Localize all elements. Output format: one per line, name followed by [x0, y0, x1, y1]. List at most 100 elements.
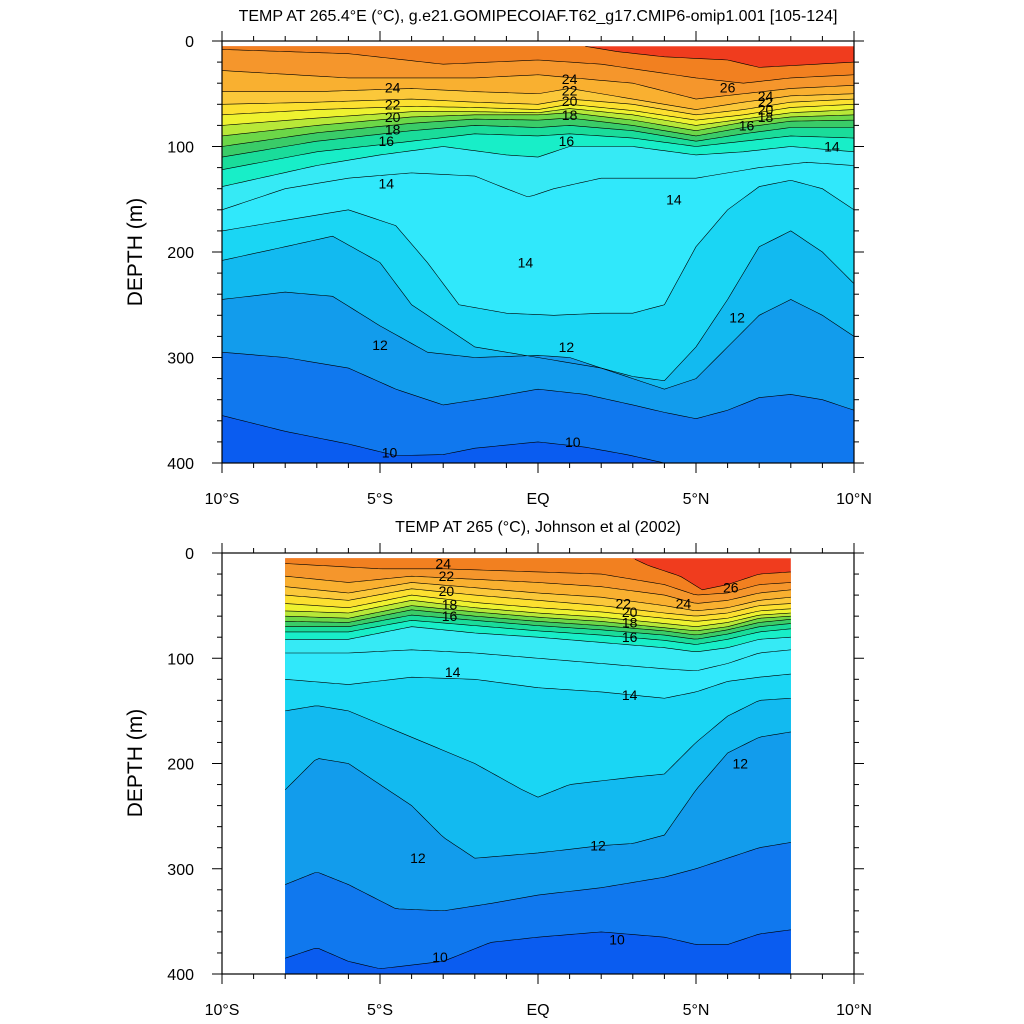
contour-line-16: [222, 146, 854, 187]
contour-label: 24: [758, 88, 774, 104]
contour-line-15: [285, 649, 791, 672]
contour-line-24: [222, 88, 854, 110]
contour-line-21: [285, 600, 791, 627]
contour-label: 26: [720, 79, 736, 95]
contour-label: 16: [622, 629, 638, 645]
x-tick-label: 5°S: [367, 491, 393, 508]
contour-line-14: [285, 673, 791, 699]
contour-label: 24: [385, 79, 401, 95]
contour-label: 12: [410, 850, 426, 866]
contour-label: 22: [562, 83, 578, 99]
contour-line-16: [285, 626, 791, 652]
contour-label: 10: [565, 434, 581, 450]
contour-line-27: [585, 45, 854, 68]
y-tick-label: 200: [167, 757, 194, 774]
temperature-band-11: [222, 352, 854, 463]
x-tick-label: 10°N: [836, 491, 872, 508]
y-tick-label: 0: [185, 34, 194, 51]
contour-line-19: [285, 609, 791, 636]
contour-label: 18: [622, 614, 638, 630]
contour-label: 14: [666, 191, 682, 207]
contour-label: 14: [379, 175, 395, 191]
contour-line-13: [222, 230, 854, 382]
y-tick-label: 400: [167, 456, 194, 473]
contour-line-26: [285, 563, 791, 596]
contour-line-19: [222, 117, 854, 147]
contour-line-23: [222, 98, 854, 116]
contour-label: 16: [442, 608, 458, 624]
contour-line-18: [285, 614, 791, 640]
panel-observation: TEMP AT 265 (°C), Johnson et al (2002) D…: [124, 519, 872, 1019]
contour-label: 20: [562, 93, 578, 109]
contour-label: 16: [739, 117, 755, 133]
contour-line-22: [285, 594, 791, 622]
contour-label: 22: [439, 568, 455, 584]
contour-line-21: [222, 108, 854, 126]
y-axis-label: DEPTH (m): [124, 709, 147, 818]
contour-line-13: [285, 697, 791, 798]
contour-label: 20: [758, 102, 774, 118]
contour-label: 24: [676, 596, 692, 612]
contour-label: 10: [609, 931, 625, 947]
contour-label: 24: [435, 556, 451, 572]
contour-line-10: [285, 929, 791, 969]
panel-model: TEMP AT 265.4°E (°C), g.e21.GOMIPECOIAF.…: [124, 8, 872, 508]
x-tick-label: 5°N: [683, 491, 710, 508]
contour-label: 10: [382, 444, 398, 460]
panel-title: TEMP AT 265 (°C), Johnson et al (2002): [395, 519, 681, 536]
contour-label: 18: [562, 107, 578, 123]
contour-label: 12: [590, 838, 606, 854]
y-tick-label: 0: [185, 546, 194, 563]
y-tick-label: 300: [167, 351, 194, 368]
contour-line-25: [222, 70, 854, 100]
x-tick-label: 10°N: [836, 1002, 872, 1019]
contour-label: 20: [439, 583, 455, 599]
contour-label: 18: [442, 597, 458, 613]
contour-label: 22: [758, 94, 774, 110]
contour-line-12: [284, 731, 791, 859]
x-tick-label: 5°S: [367, 1002, 393, 1019]
contour-label: 12: [372, 337, 388, 353]
contour-label: 24: [562, 71, 578, 87]
contour-label: 18: [758, 109, 774, 125]
contour-line-17: [285, 620, 791, 645]
contour-label: 22: [616, 596, 632, 612]
contour-label: 18: [385, 122, 401, 138]
contour-label: 10: [432, 949, 448, 965]
contour-line-17: [222, 133, 854, 171]
y-tick-label: 300: [167, 862, 194, 879]
contour-line-11: [222, 351, 854, 419]
contour-line-26: [222, 49, 854, 84]
temperature-band-10: [222, 415, 854, 463]
contour-line-15: [222, 162, 854, 211]
contour-label: 22: [385, 96, 401, 112]
contour-line-14: [222, 179, 854, 316]
contour-label: 14: [824, 139, 840, 155]
contour-label: 20: [622, 604, 638, 620]
contour-line-20: [222, 112, 854, 137]
x-tick-label: EQ: [526, 1002, 549, 1019]
contour-line-27: [634, 558, 791, 591]
contour-line-23: [285, 588, 791, 617]
x-tick-label: 10°S: [205, 1002, 240, 1019]
contour-line-22: [222, 103, 854, 121]
contour-line-18: [222, 125, 854, 158]
contour-label: 12: [729, 309, 745, 325]
y-tick-label: 100: [167, 651, 194, 668]
x-tick-label: 10°S: [205, 491, 240, 508]
contour-line-10: [222, 415, 665, 463]
y-tick-label: 400: [167, 967, 194, 984]
contour-label: 14: [622, 687, 638, 703]
contour-label: 20: [385, 109, 401, 125]
panel-title: TEMP AT 265.4°E (°C), g.e21.GOMIPECOIAF.…: [239, 8, 838, 25]
contour-label: 12: [732, 756, 748, 772]
contour-label: 12: [559, 339, 575, 355]
contour-line-11: [285, 842, 791, 912]
contour-label: 16: [379, 133, 395, 149]
y-axis-label: DEPTH (m): [124, 198, 147, 307]
temperature-band-10: [285, 929, 791, 974]
plot-area: 2422201816142422201816262422201816141414…: [222, 45, 854, 463]
contour-label: 14: [518, 255, 534, 271]
